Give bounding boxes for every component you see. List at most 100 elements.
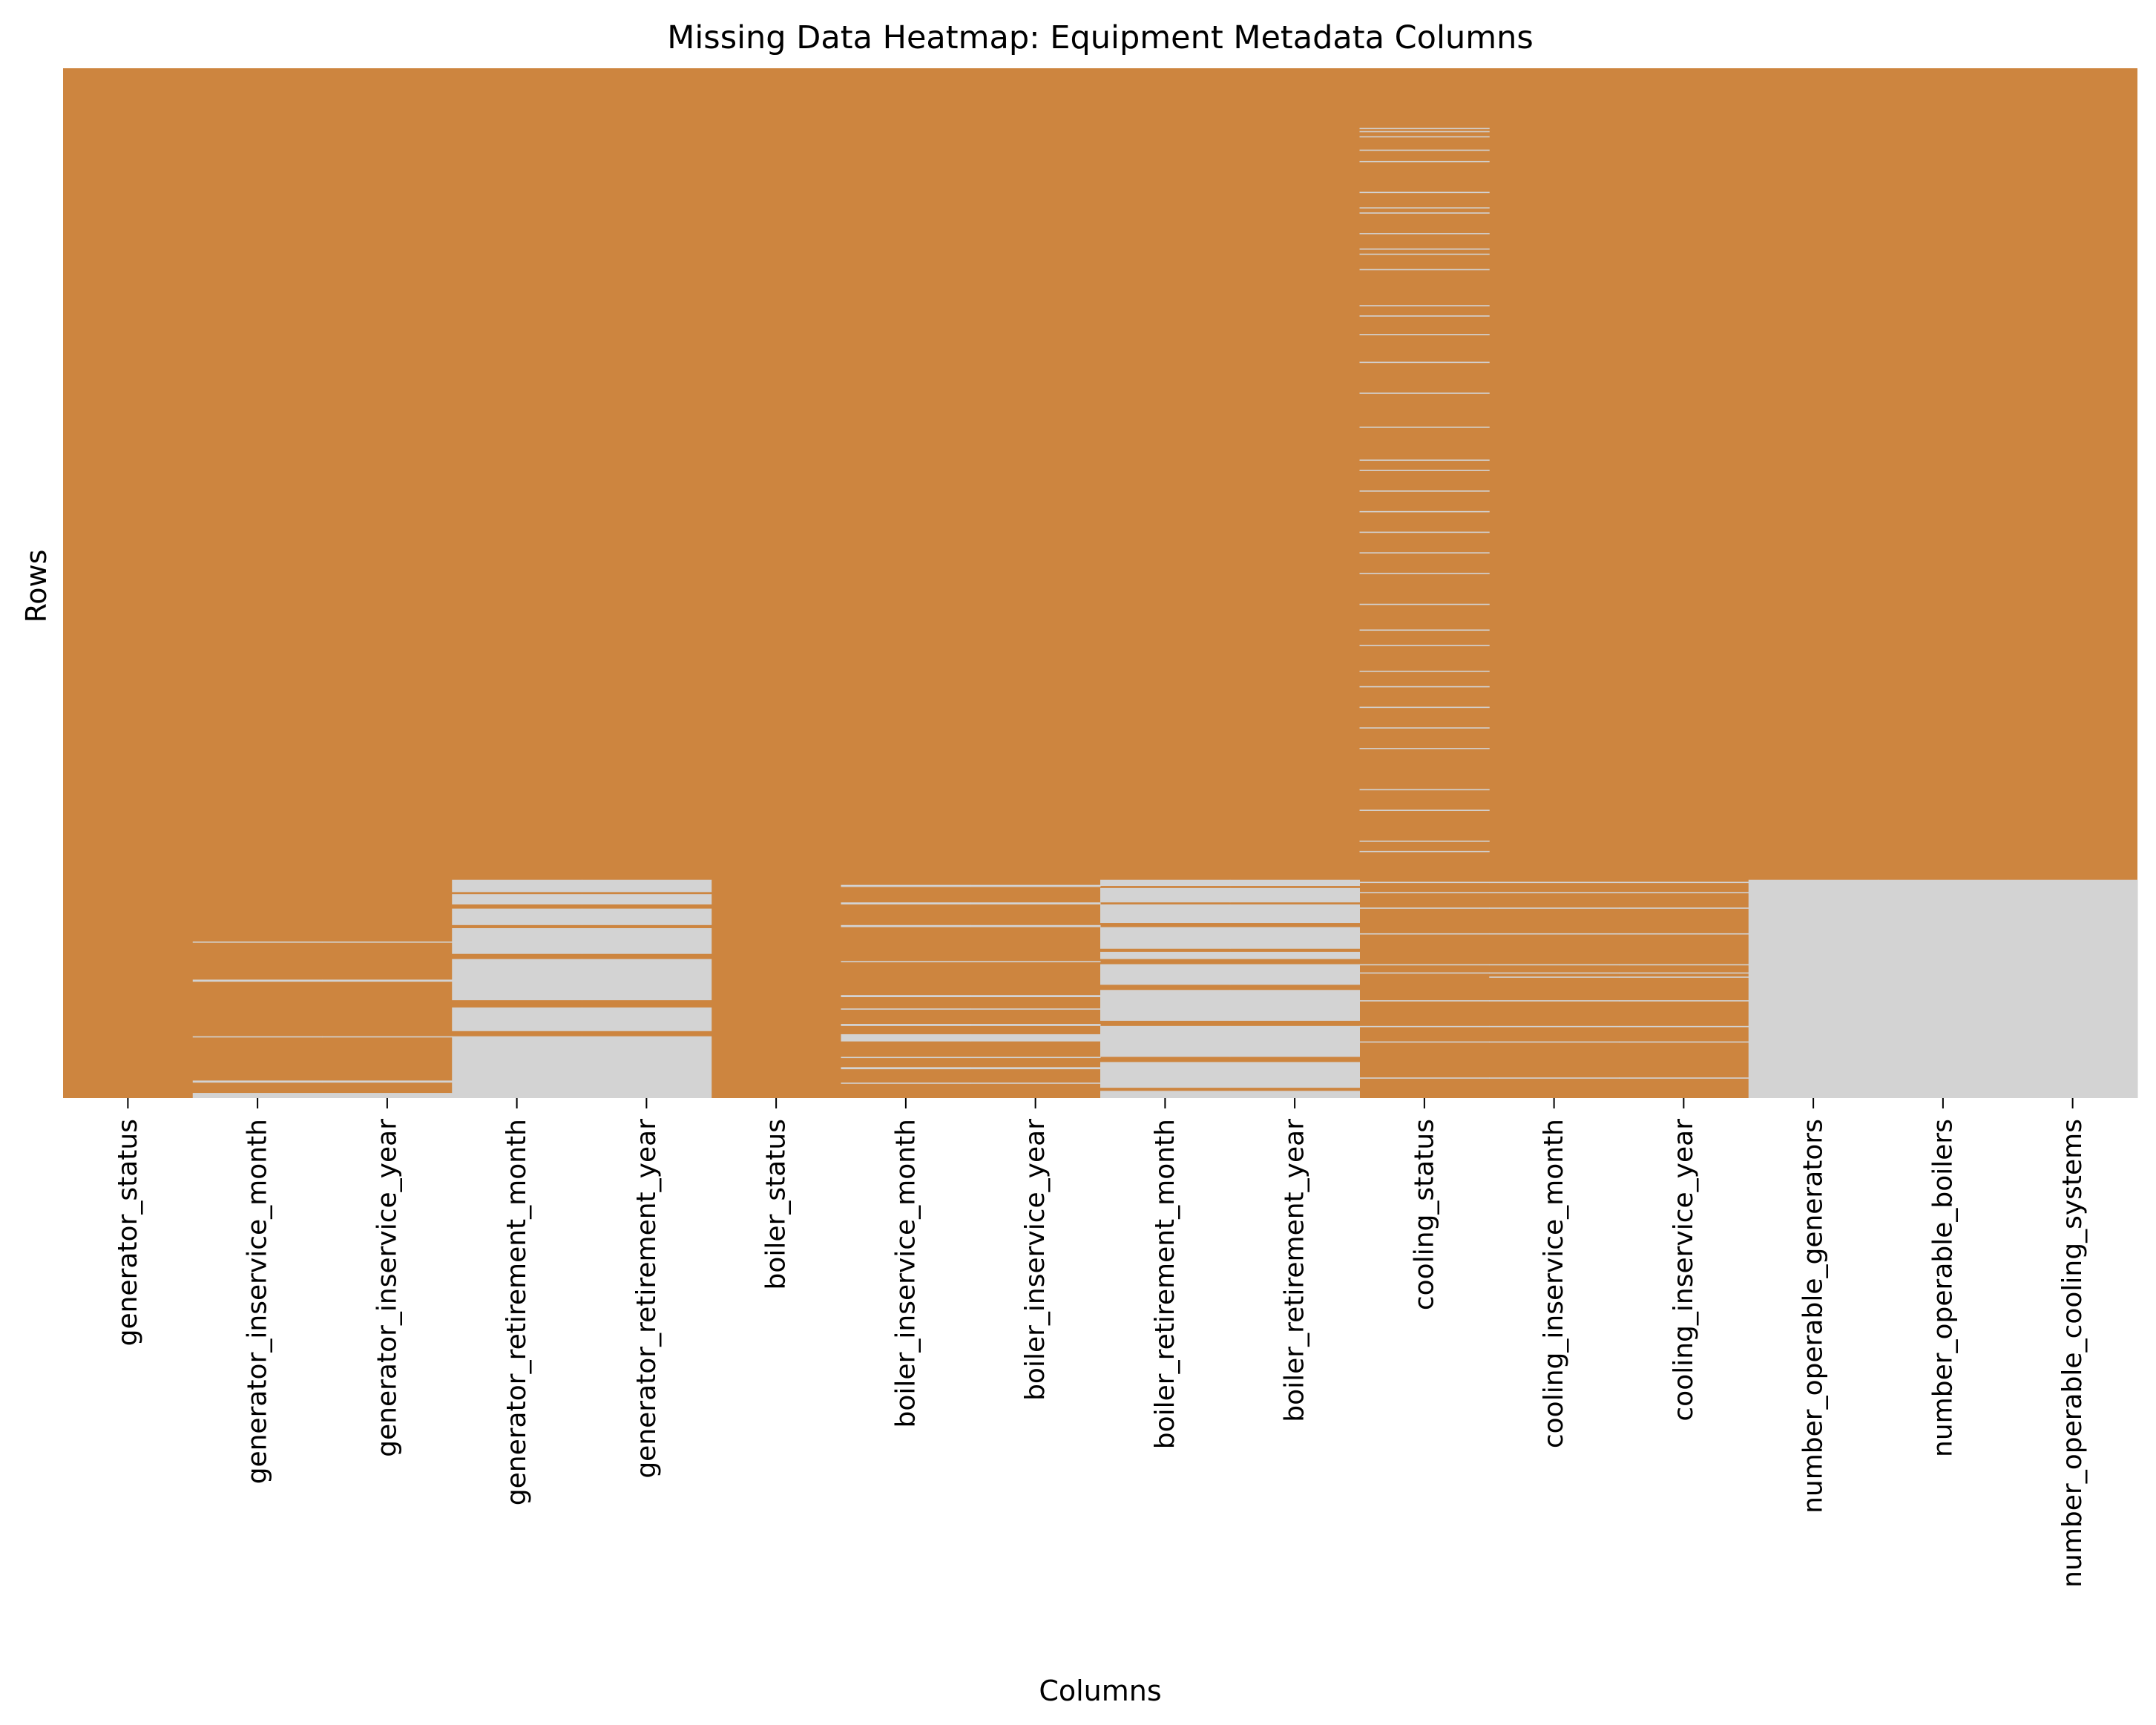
missing-band-boiler_inservice_year-0 [970, 884, 1101, 887]
missing-band-cooling_status-35 [1359, 841, 1490, 842]
x-tick-label-cooling_inservice_year: cooling_inservice_year [1669, 1119, 1699, 1422]
missing-band-cooling_status-40 [1359, 933, 1490, 935]
x-tick-label-generator_retirement_year: generator_retirement_year [631, 1119, 662, 1479]
missing-band-cooling_status-13 [1359, 315, 1490, 317]
missing-band-cooling_status-41 [1359, 964, 1490, 966]
x-tick-label-boiler_inservice_month: boiler_inservice_month [890, 1119, 921, 1427]
missing-band-generator_retirement_year-3 [582, 927, 712, 954]
missing-band-boiler_inservice_year-1 [970, 902, 1101, 905]
missing-band-cooling_status-46 [1359, 1077, 1490, 1079]
missing-band-generator_retirement_month-4 [452, 959, 582, 1001]
missing-band-boiler_retirement_year-2 [1229, 904, 1360, 924]
x-tick-label-cooling_inservice_month: cooling_inservice_month [1539, 1119, 1569, 1448]
missing-band-cooling_status-34 [1359, 809, 1490, 811]
missing-band-boiler_inservice_month-3 [841, 961, 971, 962]
missing-band-generator_retirement_month-0 [452, 879, 582, 893]
missing-band-boiler_retirement_month-9 [1100, 1091, 1231, 1098]
chart-title: Missing Data Heatmap: Equipment Metadata… [667, 19, 1534, 56]
missing-band-cooling_inservice_month-6 [1489, 976, 1620, 978]
missing-band-cooling_status-0 [1359, 128, 1490, 130]
missing-band-cooling_status-3 [1359, 149, 1490, 151]
missing-band-cooling_status-45 [1359, 1041, 1490, 1043]
missing-band-cooling_status-33 [1359, 789, 1490, 791]
missing-band-generator_inservice_year-2 [322, 1036, 453, 1038]
x-tick-label-generator_status: generator_status [113, 1119, 143, 1346]
missing-band-boiler_inservice_year-8 [970, 1057, 1101, 1059]
missing-band-number_operable_cooling_systems-0 [2008, 879, 2138, 1098]
missing-band-boiler_inservice_month-2 [841, 924, 971, 927]
missing-band-boiler_retirement_month-1 [1100, 887, 1231, 903]
missing-band-cooling_status-30 [1359, 706, 1490, 709]
missing-band-cooling_inservice_month-1 [1489, 892, 1620, 893]
x-axis-label: Columns [1039, 1675, 1161, 1707]
missing-band-generator_retirement_year-2 [582, 908, 712, 925]
missing-band-generator_inservice_year-0 [322, 942, 453, 943]
missing-band-boiler_retirement_year-9 [1229, 1091, 1360, 1098]
missing-band-cooling_inservice_year-7 [1619, 1000, 1749, 1002]
missing-band-cooling_inservice_year-8 [1619, 1025, 1749, 1028]
missing-band-cooling_inservice_month-8 [1489, 1025, 1620, 1028]
missing-band-boiler_inservice_year-7 [970, 1034, 1101, 1042]
missing-band-cooling_status-15 [1359, 361, 1490, 364]
missing-band-boiler_inservice_year-6 [970, 1024, 1101, 1026]
missing-band-cooling_status-26 [1359, 629, 1490, 631]
missing-band-boiler_inservice_month-1 [841, 902, 971, 905]
missing-band-boiler_retirement_year-0 [1229, 879, 1360, 887]
missing-band-cooling_status-23 [1359, 552, 1490, 553]
missing-band-cooling_status-2 [1359, 136, 1490, 138]
missing-band-generator_retirement_month-6 [452, 1036, 582, 1098]
missing-band-cooling_inservice_year-2 [1619, 907, 1749, 909]
missing-band-generator_retirement_month-1 [452, 894, 582, 905]
missing-band-boiler_inservice_month-5 [841, 1008, 971, 1010]
missing-band-boiler_retirement_year-4 [1229, 951, 1360, 959]
missing-band-cooling_status-10 [1359, 253, 1490, 255]
x-tick-label-generator_inservice_year: generator_inservice_year [372, 1119, 402, 1457]
missing-band-cooling_status-31 [1359, 727, 1490, 729]
missing-band-cooling_inservice_year-6 [1619, 976, 1749, 978]
missing-band-generator_retirement_year-0 [582, 879, 712, 893]
missing-band-boiler_inservice_month-4 [841, 995, 971, 997]
x-tick-label-generator_inservice_month: generator_inservice_month [243, 1119, 273, 1484]
missing-band-boiler_retirement_month-8 [1100, 1062, 1231, 1088]
missing-band-cooling_status-39 [1359, 907, 1490, 909]
missing-band-boiler_retirement_month-4 [1100, 951, 1231, 959]
missing-band-boiler_retirement_month-5 [1100, 964, 1231, 985]
missing-band-cooling_inservice_month-10 [1489, 1077, 1620, 1079]
missing-band-generator_retirement_year-5 [582, 1007, 712, 1031]
missing-band-cooling_status-22 [1359, 531, 1490, 533]
x-tick-label-boiler_status: boiler_status [761, 1119, 792, 1289]
missing-band-generator_inservice_month-0 [192, 942, 323, 943]
missing-band-cooling_status-21 [1359, 510, 1490, 513]
missing-band-generator_retirement_month-5 [452, 1007, 582, 1031]
missing-band-cooling_status-6 [1359, 207, 1490, 208]
missing-band-cooling_inservice_year-5 [1619, 972, 1749, 974]
missing-band-generator_inservice_month-3 [192, 1080, 323, 1083]
heatmap-plot-area [63, 68, 2138, 1098]
missing-band-cooling_inservice_month-2 [1489, 907, 1620, 909]
missing-band-boiler_inservice_year-4 [970, 995, 1101, 997]
missing-band-cooling_inservice_year-10 [1619, 1077, 1749, 1079]
missing-band-generator_retirement_year-6 [582, 1036, 712, 1098]
x-tick-label-number_operable_generators: number_operable_generators [1798, 1119, 1829, 1514]
missing-band-cooling_inservice_year-4 [1619, 964, 1749, 966]
missing-band-cooling_status-14 [1359, 334, 1490, 335]
missing-band-generator_inservice_month-1 [192, 979, 323, 982]
missing-band-cooling_status-42 [1359, 972, 1490, 974]
missing-band-boiler_inservice_month-0 [841, 884, 971, 887]
x-tick-label-boiler_inservice_year: boiler_inservice_year [1020, 1119, 1051, 1401]
x-tick-label-cooling_status: cooling_status [1409, 1119, 1439, 1310]
missing-band-cooling_inservice_month-3 [1489, 933, 1620, 935]
missing-band-cooling_status-29 [1359, 686, 1490, 688]
x-tick-label-boiler_retirement_year: boiler_retirement_year [1280, 1119, 1310, 1422]
missing-band-boiler_retirement_year-1 [1229, 887, 1360, 903]
missing-band-cooling_inservice_month-0 [1489, 881, 1620, 884]
missing-band-boiler_inservice_month-10 [841, 1082, 971, 1084]
missing-band-cooling_status-25 [1359, 603, 1490, 605]
missing-band-cooling_status-18 [1359, 459, 1490, 461]
missing-band-cooling_inservice_month-4 [1489, 964, 1620, 966]
missing-band-boiler_retirement_month-6 [1100, 990, 1231, 1021]
missing-band-boiler_inservice_month-8 [841, 1057, 971, 1059]
y-axis-label: Rows [20, 550, 53, 623]
missing-band-number_operable_boilers-0 [1878, 879, 2008, 1098]
